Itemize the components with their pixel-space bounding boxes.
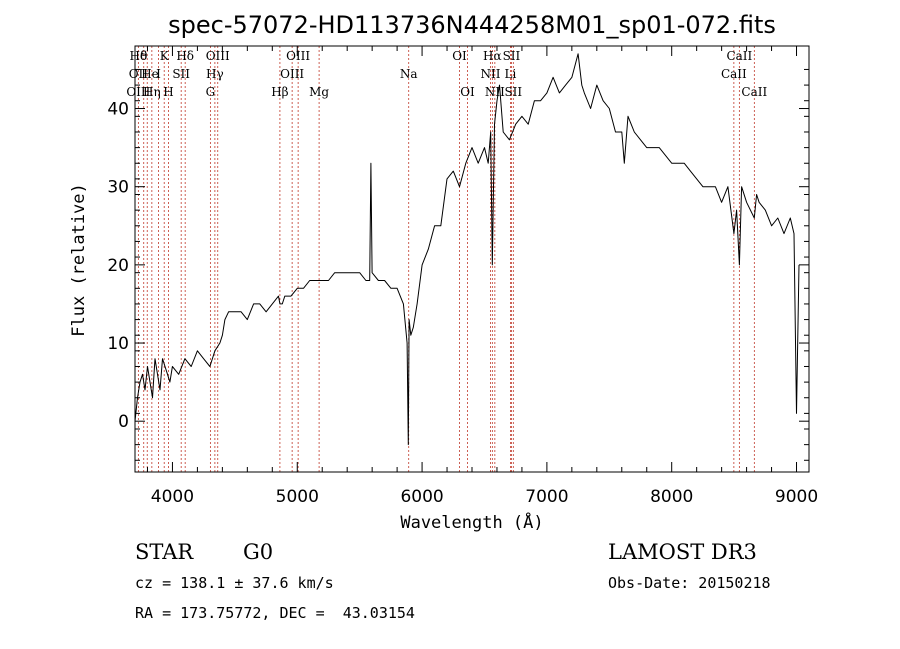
line-label: Na [400,67,418,81]
line-label: SII [504,85,522,99]
line-label: K [160,49,170,63]
plot-frame [134,45,810,473]
line-label: Hδ [130,49,148,63]
y-tick-label: 0 [118,412,129,432]
observation-date: Obs-Date: 20150218 [608,574,771,592]
y-tick-label: 10 [107,334,129,354]
line-label: OII [129,67,149,81]
x-tick-label: 7000 [525,487,568,507]
line-label: CaII [721,67,747,81]
line-label: He [141,67,159,81]
line-label: H [163,85,173,99]
x-tick-label: 9000 [775,487,818,507]
line-label: OIII [286,49,310,63]
spectrum-line [134,53,800,446]
line-annotations: Hδ OII OIII θ He Hη KIH SII Hδ OIII Hγ G Hβ OIII OIII M… [126,46,767,472]
x-tick-label: 6000 [400,487,443,507]
y-tick-label: 30 [107,178,129,198]
line-label: NII [480,67,500,81]
line-label: CaII [726,49,752,63]
line-label: OIII [126,85,150,99]
line-label: OIII [206,49,230,63]
line-label: SII [503,49,521,63]
line-label: Li [505,67,517,81]
coordinates: RA = 173.75772, DEC = 43.03154 [135,604,415,622]
line-label: Mg [309,85,329,99]
y-tick-label: 40 [107,100,129,120]
line-label: θ [140,49,147,63]
line-label: Hδ [176,49,194,63]
x-tick-label: 8000 [650,487,693,507]
line-label: G [206,85,216,99]
redshift-velocity: cz = 138.1 ± 37.6 km/s [135,574,334,592]
object-class: STAR [135,540,194,564]
x-tick-label: 4000 [151,487,194,507]
y-tick-label: 20 [107,256,129,276]
line-label: CaII [741,85,767,99]
line-label: SII [172,67,190,81]
x-tick-label: 5000 [276,487,319,507]
chart-title: spec-57072-HD113736N444258M01_sp01-072.f… [168,11,776,39]
line-label: Hη [143,85,161,99]
x-axis-label: Wavelength (Å) [400,511,543,533]
line-label: NII [485,85,505,99]
line-label: OIII [280,67,304,81]
axes: 4000 5000 6000 7000 8000 9000 0 10 20 30 40 [107,46,818,507]
line-label: Hα [483,49,502,63]
spectrum-series [134,53,800,446]
line-label: Hβ [271,85,288,99]
line-label: OI [460,85,475,99]
y-axis-label: Flux (relative) [69,183,89,337]
line-label: Hγ [206,67,224,81]
survey-name: LAMOST DR3 [608,540,757,564]
line-label: I [156,67,161,81]
line-label: OI [452,49,467,63]
object-subclass: G0 [243,540,274,564]
